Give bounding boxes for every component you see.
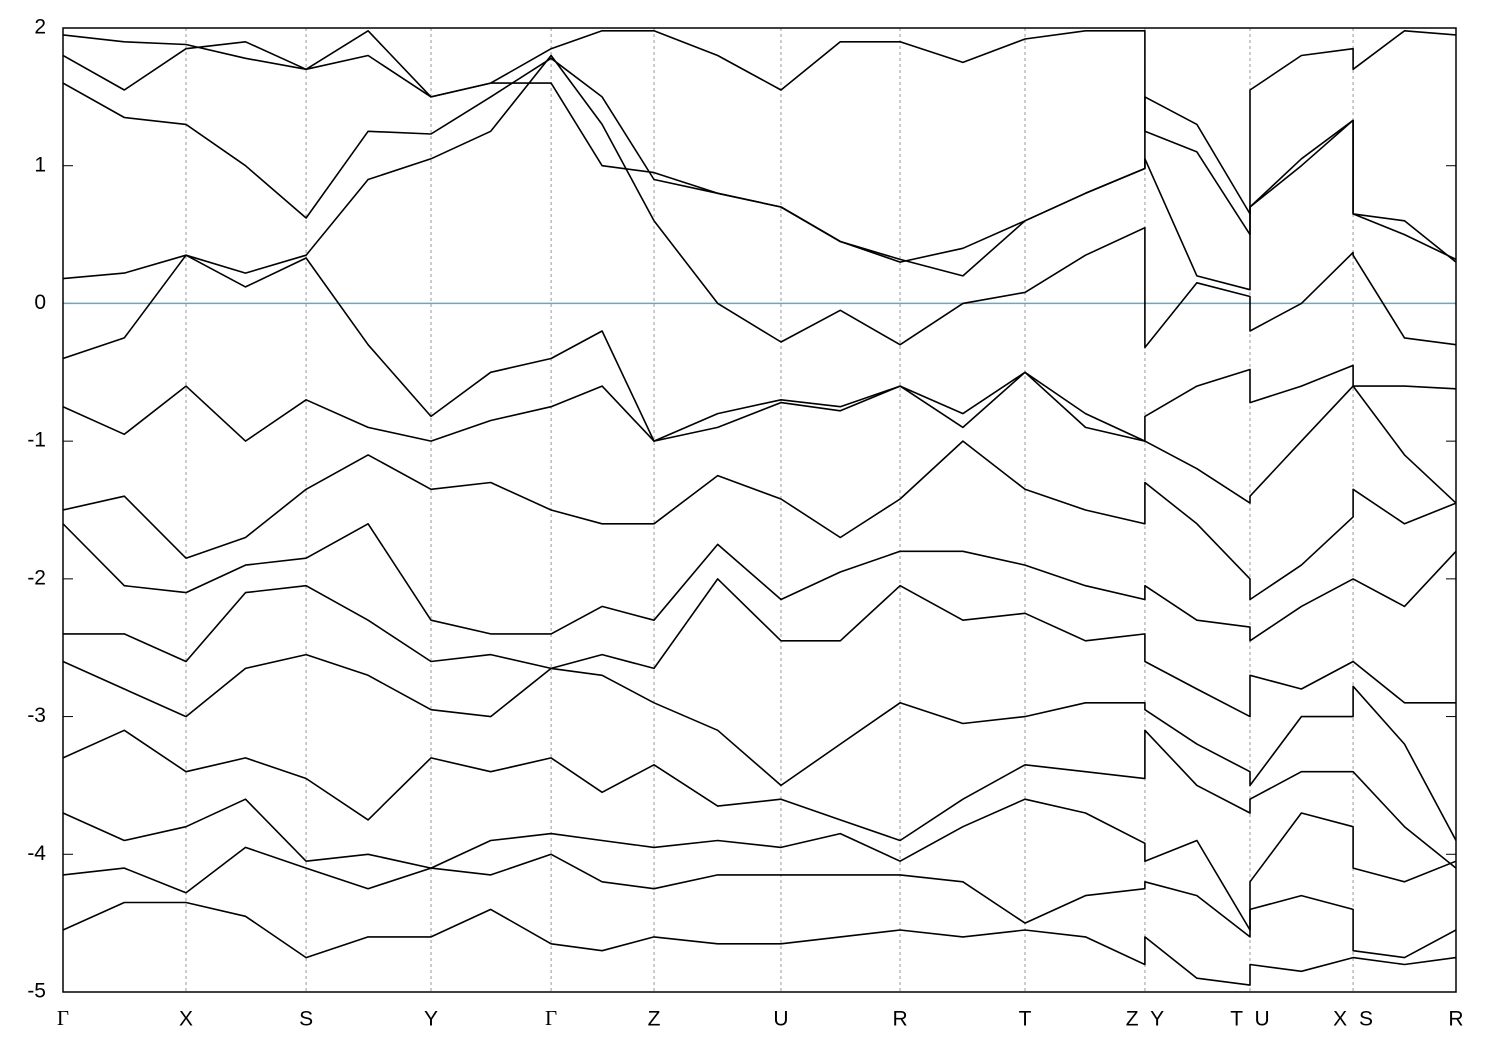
x-tick-label: X S xyxy=(1333,1008,1373,1031)
band-line xyxy=(63,34,1456,263)
band-line xyxy=(63,653,1456,841)
y-tick-label: -5 xyxy=(27,980,46,1003)
band-line xyxy=(63,254,1456,442)
y-tick-label: 1 xyxy=(34,153,46,176)
y-tick-label: -1 xyxy=(27,429,46,452)
tick-labels: -5 -4 -3 -2 -1 0 1 2 Γ X S Y Γ Z U R T Z Y T U X S R xyxy=(27,16,1463,1031)
x-tick-label: R xyxy=(1448,1008,1463,1031)
y-tick-label: -4 xyxy=(27,842,46,865)
band-line xyxy=(63,30,1456,236)
x-tick-label: Z Y xyxy=(1126,1008,1164,1031)
x-tick-label: S xyxy=(299,1008,313,1031)
band-line xyxy=(63,523,1456,642)
grid xyxy=(62,27,1457,993)
x-tick-label: U xyxy=(773,1008,788,1031)
y-tick-label: 2 xyxy=(34,16,46,39)
x-tick-label: Z xyxy=(648,1008,661,1031)
band-line xyxy=(63,729,1456,869)
x-tick-label: T xyxy=(1019,1008,1032,1031)
band-line xyxy=(63,54,1456,360)
band-line xyxy=(63,440,1456,601)
x-tick-label: X xyxy=(179,1008,193,1031)
x-tick-label: Γ xyxy=(57,1006,69,1030)
band-line xyxy=(63,57,1456,291)
x-tick-label: T U xyxy=(1230,1008,1269,1031)
y-tick-label: 0 xyxy=(34,291,46,314)
x-tick-label: Y xyxy=(424,1008,438,1031)
band-line xyxy=(63,798,1456,931)
plot-frame xyxy=(62,27,1457,993)
bands xyxy=(63,30,1456,986)
y-tick-label: -2 xyxy=(27,566,46,589)
band-line xyxy=(63,846,1456,959)
band-line xyxy=(63,578,1456,718)
y-tick-label: -3 xyxy=(27,704,46,727)
band-line xyxy=(63,371,1456,504)
x-tick-label: R xyxy=(892,1008,907,1031)
x-tick-label: Γ xyxy=(545,1006,557,1030)
band-line xyxy=(63,901,1456,986)
